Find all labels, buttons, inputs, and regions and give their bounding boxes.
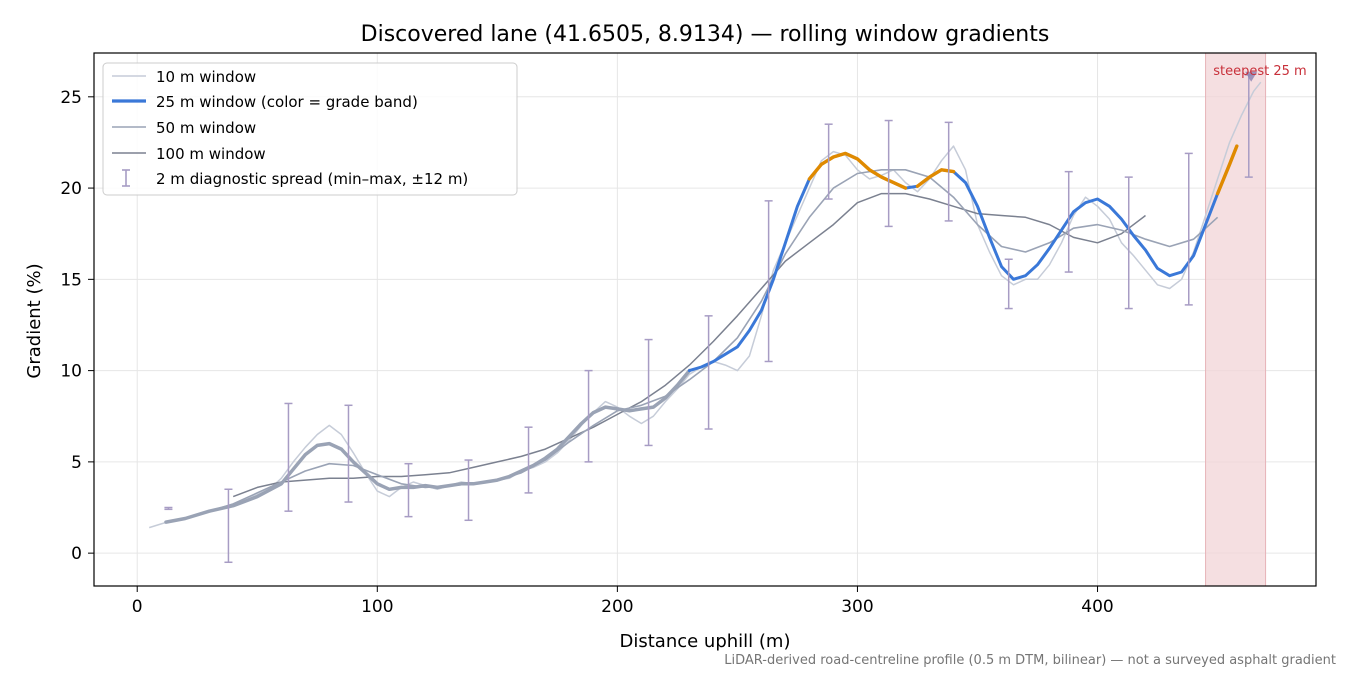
steepest-band [1205, 52, 1267, 587]
axis-ticks: 0 100 200 300 400 0 5 10 15 20 25 [60, 88, 1113, 617]
error-bar [1004, 258, 1013, 310]
error-bar [1184, 152, 1193, 306]
error-bar [464, 459, 473, 522]
error-bar [644, 338, 653, 447]
x-tick-label: 0 [132, 597, 143, 617]
error-bar [224, 488, 233, 564]
legend-box [102, 62, 518, 196]
error-bar [884, 119, 893, 228]
error-bar [524, 426, 533, 494]
legend-label-25m: 25 m window (color = grade band) [156, 93, 418, 111]
x-tick-label: 100 [361, 597, 393, 617]
steepest-label: steepest 25 m [1213, 64, 1306, 79]
plot-lines [148, 81, 1262, 529]
y-tick-label: 5 [71, 453, 82, 473]
y-tick-label: 10 [60, 362, 82, 382]
series-25m-steep-segment [1215, 144, 1239, 196]
series-25m-line-low [164, 368, 692, 524]
error-bars [164, 71, 1258, 564]
error-bar [344, 404, 353, 503]
x-tick-label: 400 [1081, 597, 1113, 617]
error-bar [164, 506, 173, 511]
y-tick-label: 20 [60, 179, 82, 199]
y-axis-label: Gradient (%) [24, 263, 45, 378]
series-100m-line [232, 192, 1146, 498]
legend-label-errorbar: 2 m diagnostic spread (min–max, ±12 m) [156, 170, 468, 188]
series-25m-steep-segment [807, 151, 908, 190]
y-tick-label: 25 [60, 88, 82, 108]
error-bar [944, 121, 953, 222]
legend-label-50m: 50 m window [156, 119, 256, 137]
legend-label-100m: 100 m window [156, 145, 266, 163]
y-tick-label: 15 [60, 270, 82, 290]
error-bar [704, 315, 713, 430]
series-25m-steep-segment [915, 168, 956, 188]
error-bar [584, 369, 593, 463]
error-bar [404, 462, 413, 518]
error-bar [1124, 176, 1133, 310]
chart-title: Discovered lane (41.6505, 8.9134) — roll… [361, 22, 1050, 47]
series-50m-line [165, 169, 1219, 523]
series-25m-line [687, 144, 1239, 373]
x-tick-label: 300 [841, 597, 873, 617]
footnote: LiDAR-derived road-centreline profile (0… [724, 653, 1336, 668]
legend: 10 m window 25 m window (color = grade b… [102, 62, 518, 196]
steepest-band-rect [1205, 52, 1267, 587]
error-bar [1064, 170, 1073, 273]
error-bar [284, 402, 293, 512]
error-bar [824, 123, 833, 200]
y-tick-label: 0 [71, 544, 82, 564]
legend-label-10m: 10 m window [156, 68, 256, 86]
x-tick-label: 200 [601, 597, 633, 617]
x-axis-label: Distance uphill (m) [620, 631, 791, 652]
plot-frame [93, 52, 1317, 587]
error-bar [764, 200, 773, 363]
legend-swatch-errorbar [122, 169, 130, 187]
steepest-marker [1245, 71, 1258, 82]
